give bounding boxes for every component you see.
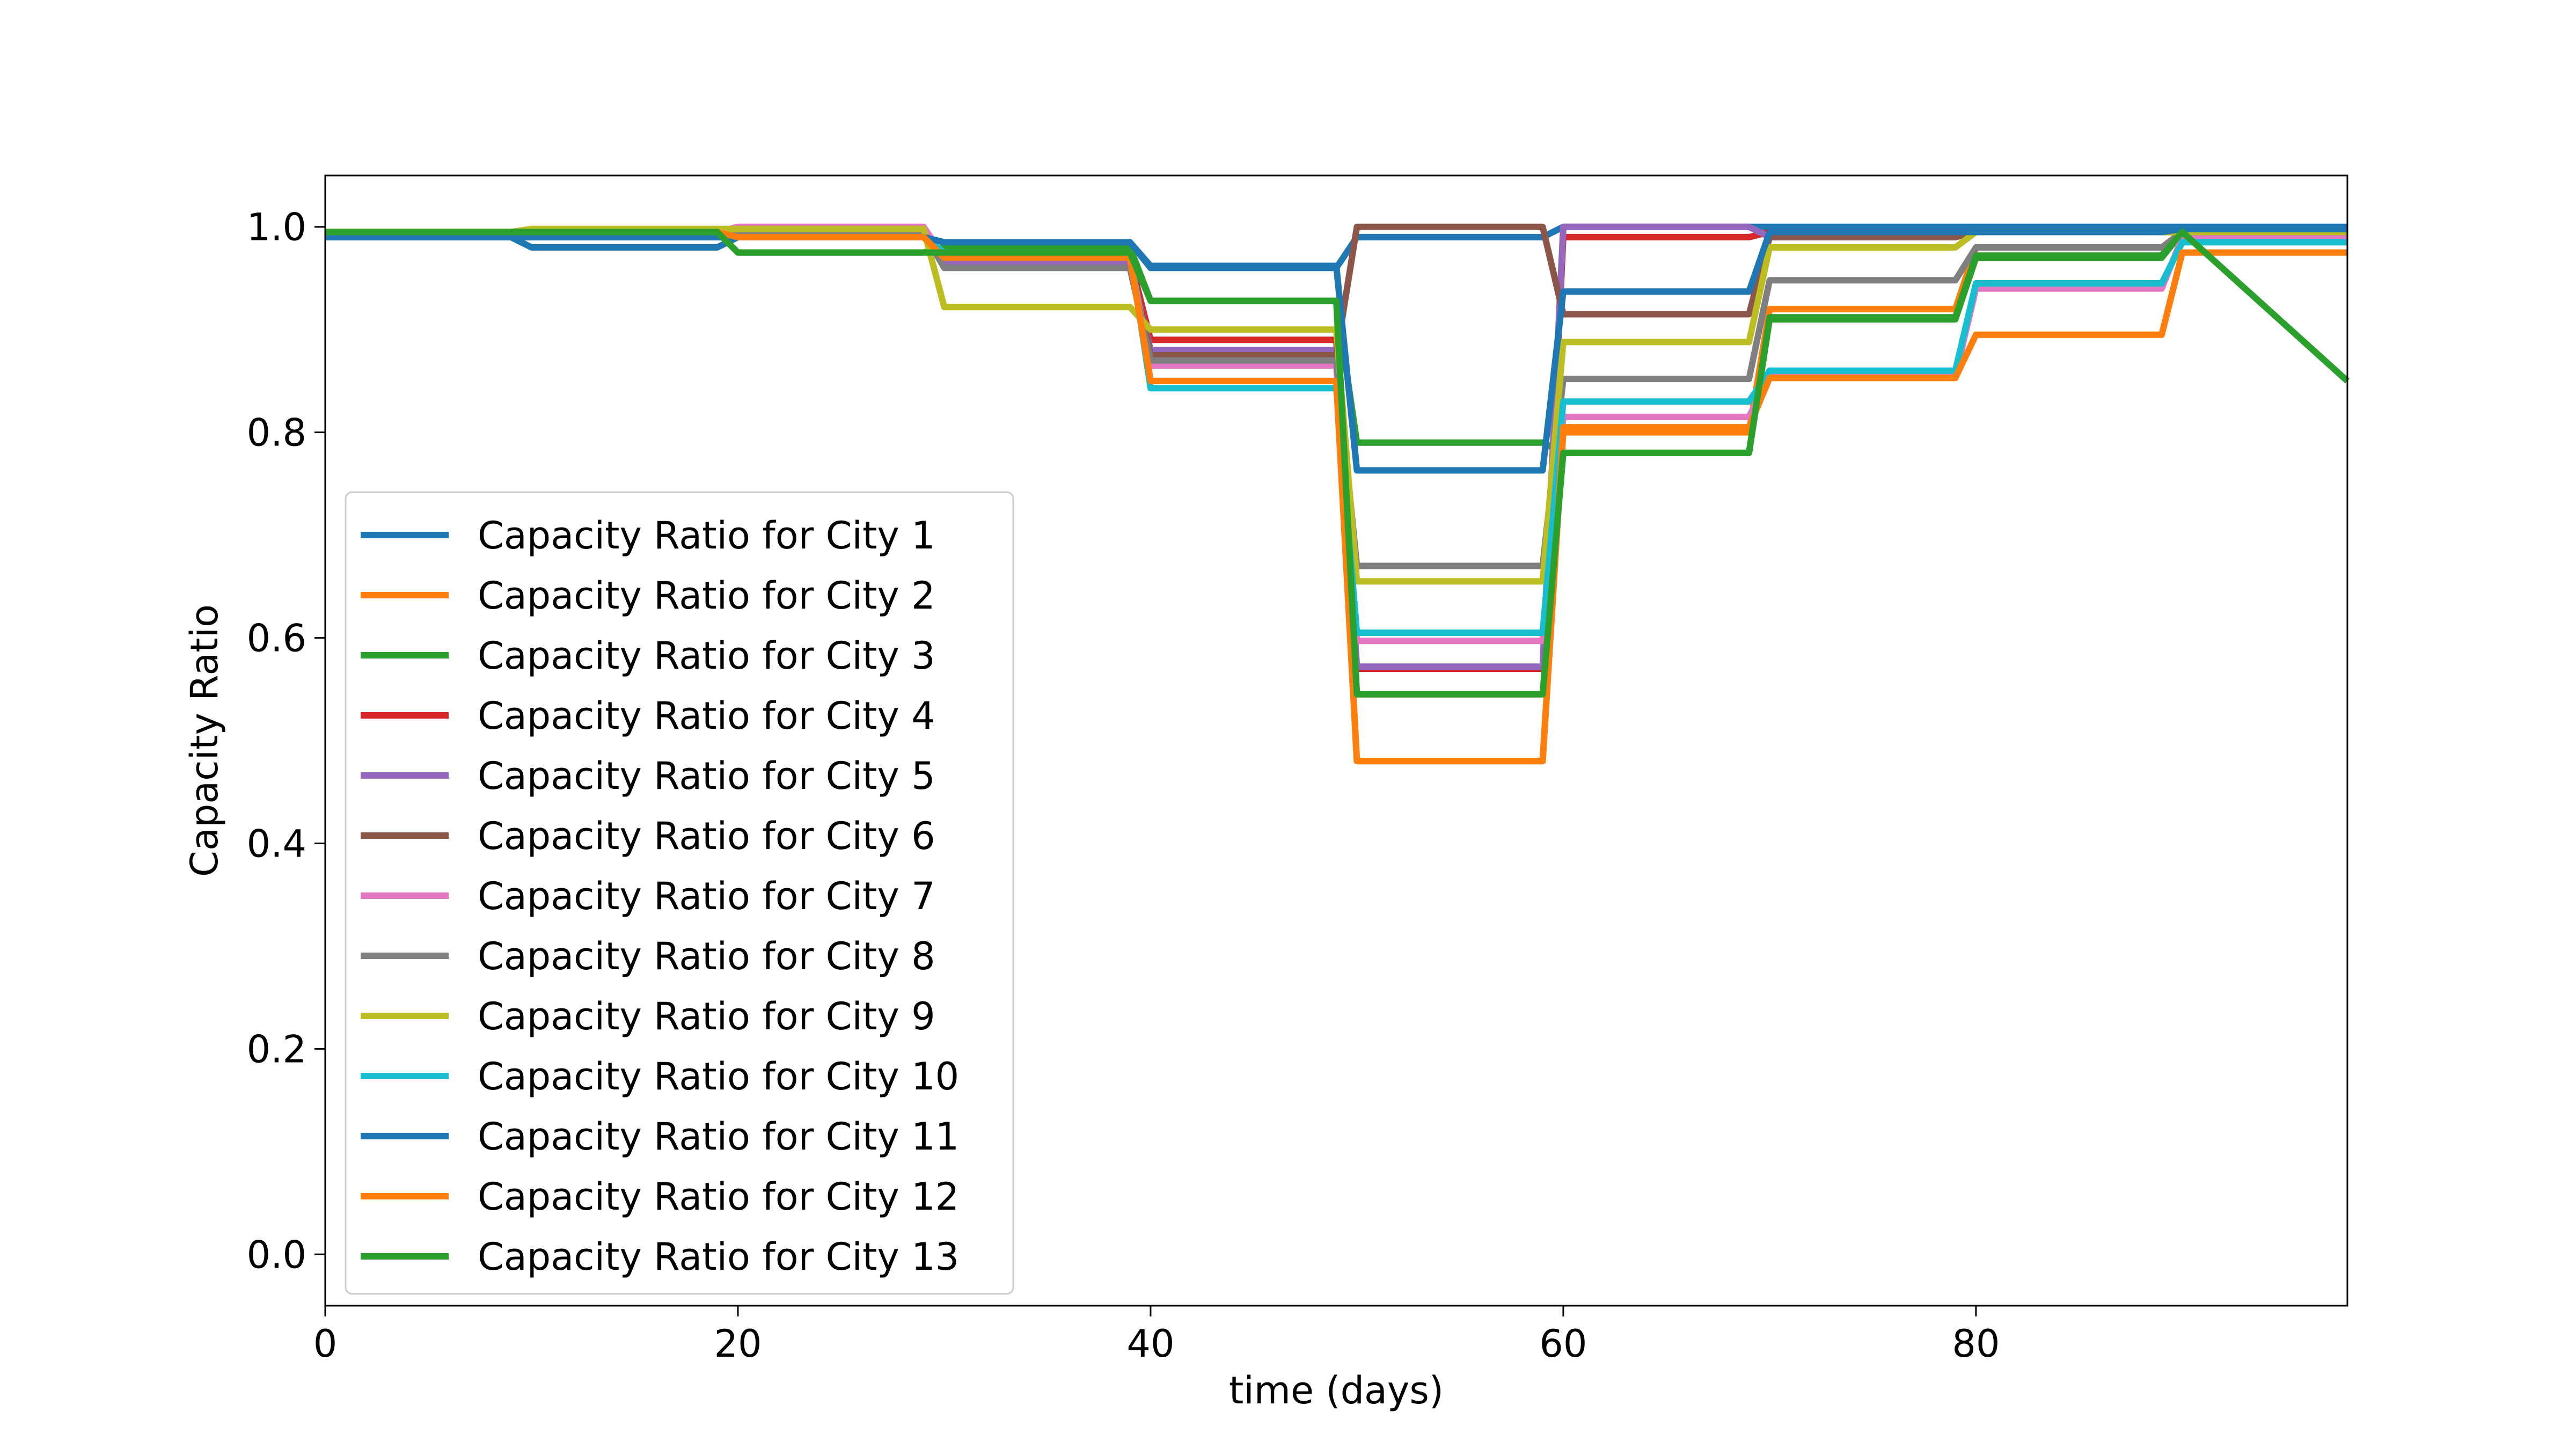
legend-label-city-7: Capacity Ratio for City 7 xyxy=(478,874,935,918)
legend-label-city-1: Capacity Ratio for City 1 xyxy=(478,514,935,558)
y-tick-label: 0.8 xyxy=(247,411,306,455)
series-line-city-1 xyxy=(325,223,2347,272)
legend-label-city-8: Capacity Ratio for City 8 xyxy=(478,934,935,978)
y-tick-label: 1.0 xyxy=(247,206,306,250)
y-tick-label: 0.2 xyxy=(247,1027,306,1071)
legend-label-city-5: Capacity Ratio for City 5 xyxy=(478,754,935,798)
legend-label-city-11: Capacity Ratio for City 11 xyxy=(478,1115,959,1159)
x-tick-label: 80 xyxy=(1952,1322,2000,1366)
legend: Capacity Ratio for City 1 Capacity Ratio … xyxy=(345,491,1014,1295)
plot-lines xyxy=(325,223,2350,765)
legend-label-city-3: Capacity Ratio for City 3 xyxy=(478,634,935,678)
plot-frame xyxy=(324,174,2348,1307)
x-tick-label: 60 xyxy=(1539,1322,1587,1366)
x-tick-label: 20 xyxy=(714,1322,762,1366)
x-tick-label: 40 xyxy=(1126,1322,1174,1366)
x-axis-label: time (days) xyxy=(1229,1368,1444,1413)
y-tick-label: 0.0 xyxy=(247,1233,306,1277)
legend-label-city-10: Capacity Ratio for City 10 xyxy=(478,1055,959,1099)
legend-box xyxy=(345,491,1014,1295)
legend-label-city-13: Capacity Ratio for City 13 xyxy=(478,1235,959,1279)
x-tick-label: 0 xyxy=(313,1322,338,1366)
x-axis-ticks: 0 20 40 60 80 xyxy=(313,1306,2000,1366)
legend-label-city-9: Capacity Ratio for City 9 xyxy=(478,994,935,1038)
legend-label-city-2: Capacity Ratio for City 2 xyxy=(478,574,935,618)
y-axis-label: Capacity Ratio xyxy=(182,604,226,877)
legend-label-city-6: Capacity Ratio for City 6 xyxy=(478,814,935,858)
legend-label-city-12: Capacity Ratio for City 12 xyxy=(478,1175,959,1219)
y-tick-label: 0.4 xyxy=(247,822,306,866)
y-axis-ticks: 0.0 0.2 0.4 0.6 0.8 1.0 xyxy=(247,206,325,1277)
series-line-city-13 xyxy=(325,229,2350,698)
legend-label-city-4: Capacity Ratio for City 4 xyxy=(478,694,935,738)
y-tick-label: 0.6 xyxy=(247,617,306,661)
